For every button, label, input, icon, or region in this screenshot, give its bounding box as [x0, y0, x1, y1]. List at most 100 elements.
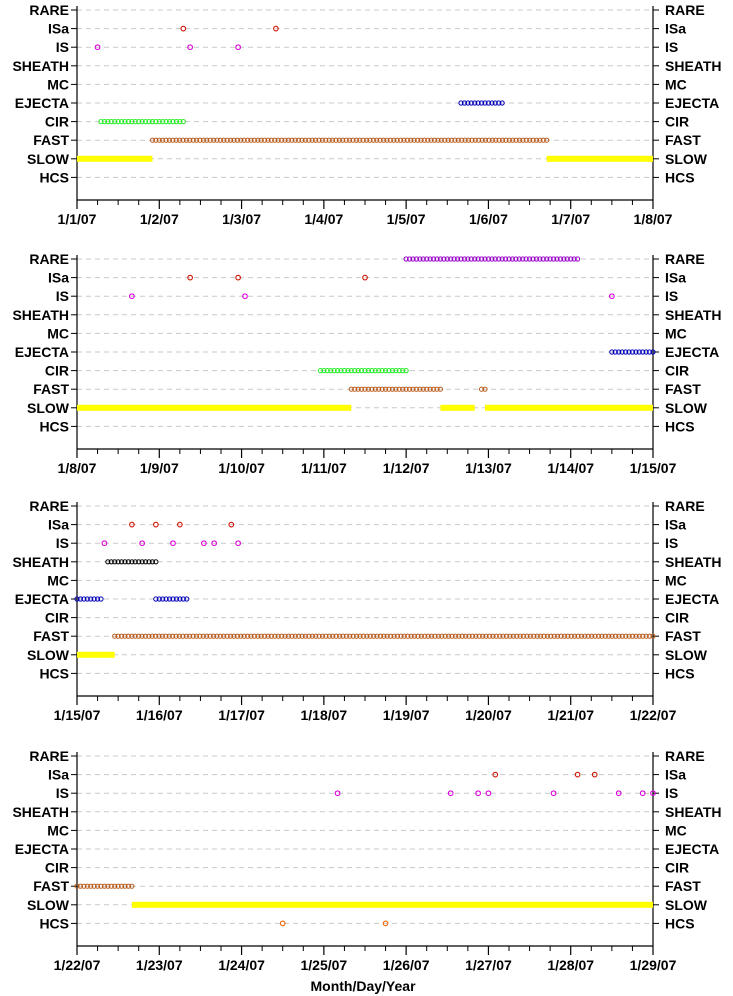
fast-point	[84, 883, 90, 889]
rare-point	[557, 256, 564, 262]
fast-point	[448, 137, 455, 143]
category-label-left: SHEATH	[12, 307, 69, 323]
fast-point	[231, 633, 237, 639]
fast-point	[149, 137, 156, 143]
rare-point	[451, 256, 457, 262]
category-label-left: SHEATH	[12, 804, 69, 820]
fast-point	[285, 137, 291, 143]
isa-point	[187, 274, 193, 281]
fast-point	[244, 633, 251, 639]
rare-point	[523, 256, 529, 262]
fast-point	[551, 633, 557, 639]
isa-point	[235, 274, 241, 281]
fast-point	[414, 137, 421, 143]
category-label-right: CIR	[665, 610, 689, 626]
cir-point	[149, 119, 156, 125]
fast-point	[524, 633, 530, 639]
fast-point	[572, 633, 578, 639]
fast-point	[636, 633, 642, 639]
cir-point	[328, 368, 334, 374]
fast-point	[369, 386, 375, 392]
category-label-right: IS	[665, 288, 678, 304]
fast-point	[482, 386, 488, 392]
fast-point	[360, 137, 366, 143]
sheath-point	[136, 559, 142, 565]
fast-point	[326, 633, 332, 639]
fast-point	[292, 137, 298, 143]
fast-point	[623, 633, 629, 639]
category-label-right: CIR	[665, 860, 689, 876]
fast-point	[465, 137, 472, 143]
fast-point	[306, 137, 312, 143]
fast-point	[217, 137, 224, 143]
fast-point	[118, 633, 125, 639]
fast-point	[420, 386, 426, 392]
fast-point	[397, 137, 404, 143]
fast-point	[88, 883, 94, 889]
cir-point	[400, 368, 406, 374]
fast-point	[503, 137, 509, 143]
cir-point	[177, 119, 183, 125]
fast-point	[129, 633, 135, 639]
category-label-left: EJECTA	[15, 591, 69, 607]
category-label-left: ISa	[48, 270, 69, 286]
fast-point	[445, 137, 451, 143]
category-label-right: CIR	[665, 114, 689, 130]
fast-point	[296, 633, 302, 639]
fast-point	[183, 137, 190, 143]
slow-range	[546, 155, 653, 162]
cir-point	[136, 119, 142, 125]
ejecta-point	[482, 100, 488, 106]
category-label-right: EJECTA	[665, 95, 719, 111]
fast-point	[386, 386, 392, 392]
fast-point	[493, 633, 499, 639]
fast-point	[278, 137, 285, 143]
isa-point	[153, 521, 159, 528]
x-tick-label: 1/14/07	[547, 460, 594, 476]
ejecta-point	[84, 596, 90, 602]
fast-point	[517, 633, 523, 639]
fast-point	[224, 633, 230, 639]
panel-2: RARE RARE ISa ISa IS IS SHEATH SHEATH MC MC EJECTA…	[12, 251, 721, 476]
fast-point	[428, 137, 434, 143]
category-label-right: MC	[665, 822, 687, 838]
category-label-left: FAST	[33, 132, 69, 148]
category-label-left: HCS	[39, 665, 69, 681]
fast-point	[452, 137, 458, 143]
fast-point	[357, 137, 363, 143]
fast-point	[382, 386, 389, 392]
fast-point	[408, 137, 414, 143]
fast-point	[437, 386, 444, 392]
fast-point	[272, 137, 278, 143]
is-point	[615, 790, 622, 797]
rare-point	[550, 256, 557, 262]
rare-point	[499, 256, 505, 262]
rare-point	[468, 256, 474, 262]
cir-point	[163, 119, 169, 125]
fast-point	[398, 633, 404, 639]
ejecta-point	[633, 349, 639, 355]
slow-range	[485, 404, 653, 411]
cir-point	[118, 119, 125, 125]
fast-point	[527, 137, 533, 143]
fast-point	[190, 137, 196, 143]
fast-point	[599, 633, 605, 639]
fast-point	[160, 137, 166, 143]
isa-point	[362, 274, 368, 281]
cir-point	[382, 368, 389, 374]
is-point	[334, 790, 341, 797]
category-label-right: SHEATH	[665, 58, 722, 74]
fast-point	[463, 633, 469, 639]
fast-point	[483, 633, 489, 639]
category-label-left: RARE	[29, 251, 69, 267]
x-tick-label: 1/20/07	[465, 707, 512, 723]
x-tick-label: 1/29/07	[630, 957, 677, 973]
category-label-left: SLOW	[27, 897, 70, 913]
fast-point	[376, 386, 382, 392]
category-label-right: EJECTA	[665, 841, 719, 857]
category-label-left: ISa	[48, 21, 69, 37]
fast-point	[340, 633, 346, 639]
is-point	[475, 790, 481, 797]
fast-point	[173, 633, 179, 639]
fast-point	[98, 883, 104, 889]
